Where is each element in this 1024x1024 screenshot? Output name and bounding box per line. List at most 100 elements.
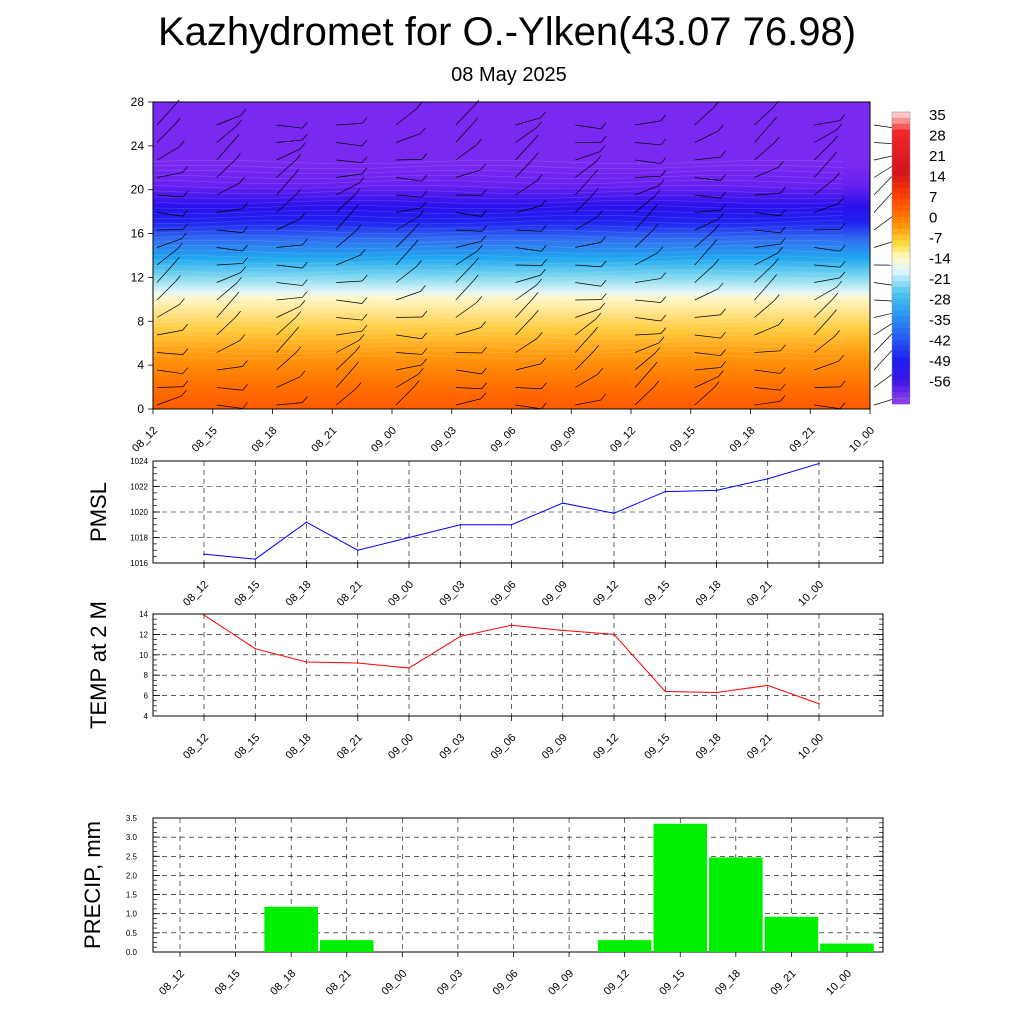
contour-line (152, 354, 844, 360)
wind-barb-flag (660, 157, 667, 164)
wind-barb-flag (174, 256, 180, 264)
wind-barb-flag (651, 204, 658, 211)
data-point (408, 667, 410, 669)
wind-barb (575, 373, 598, 388)
wind-barb (634, 278, 661, 283)
wind-barb-flag (302, 261, 308, 269)
wind-barb (156, 194, 183, 198)
contour-line (152, 214, 844, 220)
wind-barb-flag (834, 172, 840, 179)
colorbar-cell (892, 392, 910, 399)
wind-barb-flag (354, 188, 361, 195)
wind-barb-flag (233, 134, 240, 141)
contour-line (152, 184, 844, 190)
wind-barb (634, 185, 660, 196)
colorbar-cell (892, 310, 910, 317)
wind-barb-flag (179, 298, 185, 305)
wind-barb-flag (236, 119, 242, 127)
wind-barb (156, 123, 176, 143)
wind-barb-flag (720, 361, 726, 368)
wind-barb (276, 402, 303, 406)
wind-barb-flag (182, 210, 188, 217)
wind-barb-flag (473, 274, 479, 282)
wind-barb-flag (175, 117, 181, 125)
y-tick-label: 28 (131, 95, 145, 109)
wind-barb (634, 210, 653, 231)
wind-barb (814, 178, 835, 196)
y-tick-label: 24 (131, 139, 145, 153)
wind-barb-flag (593, 345, 599, 352)
wind-barb (754, 252, 778, 266)
wind-barb-flag (592, 169, 598, 176)
wind-barb-flag (711, 239, 718, 246)
data-point (664, 490, 667, 493)
wind-barb-flag (235, 153, 241, 160)
x-tick-label: 08_15 (213, 968, 243, 998)
wind-barb (156, 352, 183, 355)
wind-barb (634, 367, 653, 388)
contour-line (152, 339, 844, 345)
wind-barb (515, 315, 534, 336)
colorbar-cell (892, 257, 910, 265)
wind-barb-flag (595, 312, 602, 320)
colorbar-label: 7 (929, 189, 937, 206)
colorbar-cell (892, 217, 910, 224)
data-point (510, 624, 513, 627)
wind-barb (515, 298, 534, 318)
y-tick-label: 4 (144, 712, 149, 721)
wind-barb-flag (536, 121, 543, 128)
wind-barb-flag (299, 370, 306, 377)
wind-barb (395, 228, 415, 248)
wind-barb-flag (717, 124, 724, 132)
wind-barb (455, 212, 482, 217)
wind-barb (276, 124, 303, 129)
wind-barb-flag (182, 380, 189, 387)
wind-barb-flag (593, 187, 599, 195)
wind-barb (754, 369, 781, 374)
wind-barb-flag (239, 334, 246, 341)
y-tick-label: 2.0 (126, 871, 138, 880)
wind-barb (694, 245, 713, 266)
wind-barb (754, 142, 775, 161)
wind-barb-flag (600, 393, 607, 401)
wind-barb-flag (660, 296, 667, 303)
wind-barb (395, 291, 421, 301)
wind-barb-flag (420, 127, 426, 134)
precip-bar (820, 943, 874, 952)
wind-barb (276, 175, 294, 196)
colorbar-cell (892, 322, 910, 329)
wind-barb (694, 229, 715, 248)
wind-barb-flag (536, 174, 543, 181)
y-tick-label: 3.0 (126, 833, 138, 842)
y-tick-label: 12 (131, 270, 145, 284)
wind-barb (216, 247, 243, 252)
wind-barb (455, 280, 474, 301)
wind-barb-flag (836, 123, 843, 130)
plot-frame (152, 613, 884, 717)
wind-barb (575, 193, 594, 213)
wind-barb-flag (480, 235, 487, 242)
wind-barb-flag (720, 308, 726, 315)
data-point (459, 635, 462, 638)
x-tick-label: 08_21 (309, 425, 339, 455)
wind-barb-flag (473, 117, 479, 124)
colorbar-cell (892, 222, 910, 230)
wind-barb (455, 229, 482, 232)
x-tick-label: 08_21 (335, 732, 365, 762)
wind-barb (634, 120, 661, 126)
wind-barb (694, 107, 715, 126)
colorbar-cell (892, 152, 910, 160)
wind-barb (216, 159, 236, 178)
wind-barb-flag (354, 345, 361, 353)
wind-barb-flag (421, 332, 427, 339)
contour-line (152, 279, 844, 285)
colorbar-cell (892, 304, 910, 311)
data-point (561, 629, 564, 632)
colorbar-cell (892, 398, 910, 405)
wind-barb-flag (720, 150, 726, 158)
wind-barb-flag (414, 222, 420, 230)
wind-barb-flag (834, 330, 840, 337)
wind-barb (276, 306, 301, 318)
x-tick-label: 09_12 (608, 425, 638, 455)
